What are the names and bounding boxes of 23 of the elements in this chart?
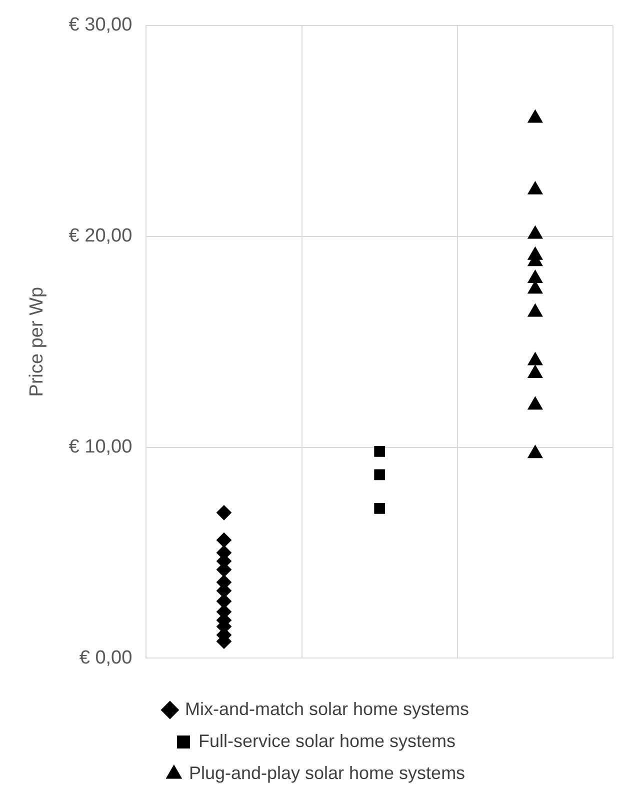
point [374,469,386,480]
y-tick-label: € 10,00 [68,436,132,458]
y-axis-title: Price per Wp [26,286,48,397]
y-tick-label: € 30,00 [68,14,132,36]
point [528,445,543,458]
point [528,364,543,378]
y-tick-label: € 0,00 [79,647,132,668]
legend-label: Mix-and-match solar home systems [184,698,470,719]
legend-label: Plug-and-play solar home systems [188,762,466,783]
point [528,110,543,123]
point [528,226,543,239]
point [528,352,543,366]
point [528,181,543,194]
point [374,502,386,514]
point [528,304,543,317]
point [374,446,386,457]
point [528,246,543,260]
y-tick-label: € 20,00 [68,226,132,247]
legend-label: Full-service solar home systems [198,730,456,751]
point [528,270,543,284]
point [216,532,232,548]
point [216,505,232,520]
point [528,396,543,410]
